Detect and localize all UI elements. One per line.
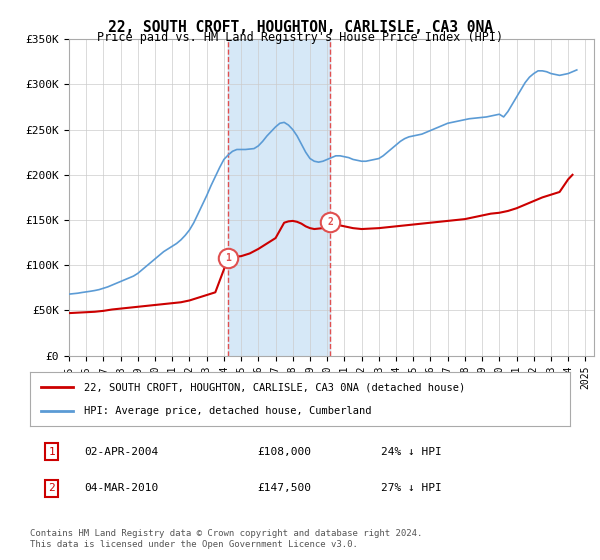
Text: 22, SOUTH CROFT, HOUGHTON, CARLISLE, CA3 0NA (detached house): 22, SOUTH CROFT, HOUGHTON, CARLISLE, CA3… — [84, 382, 465, 393]
Text: 2: 2 — [327, 217, 333, 227]
Text: £108,000: £108,000 — [257, 446, 311, 456]
Text: Contains HM Land Registry data © Crown copyright and database right 2024.
This d: Contains HM Land Registry data © Crown c… — [30, 529, 422, 549]
Text: 04-MAR-2010: 04-MAR-2010 — [84, 483, 158, 493]
Text: 1: 1 — [225, 253, 231, 263]
Text: £147,500: £147,500 — [257, 483, 311, 493]
Bar — [228, 39, 330, 356]
Text: 24% ↓ HPI: 24% ↓ HPI — [381, 446, 442, 456]
Text: HPI: Average price, detached house, Cumberland: HPI: Average price, detached house, Cumb… — [84, 405, 371, 416]
Text: 02-APR-2004: 02-APR-2004 — [84, 446, 158, 456]
Text: 27% ↓ HPI: 27% ↓ HPI — [381, 483, 442, 493]
Text: 2: 2 — [48, 483, 55, 493]
Text: 22, SOUTH CROFT, HOUGHTON, CARLISLE, CA3 0NA: 22, SOUTH CROFT, HOUGHTON, CARLISLE, CA3… — [107, 20, 493, 35]
Text: 1: 1 — [48, 446, 55, 456]
Text: Price paid vs. HM Land Registry's House Price Index (HPI): Price paid vs. HM Land Registry's House … — [97, 31, 503, 44]
